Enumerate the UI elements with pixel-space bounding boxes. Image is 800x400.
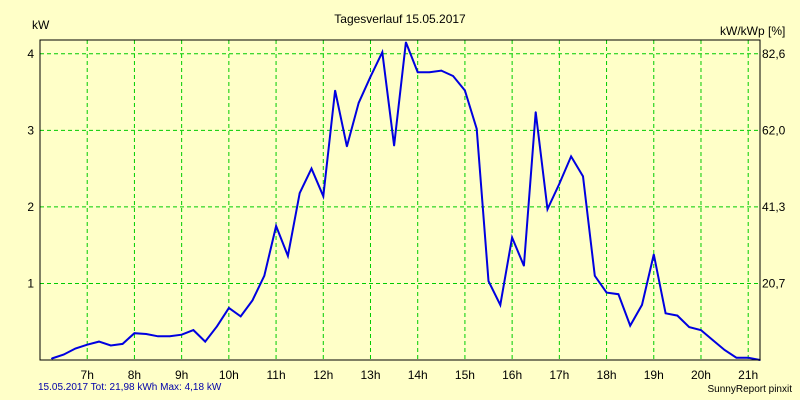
data-point <box>416 71 419 73</box>
x-tick-label: 21h <box>738 368 758 382</box>
data-point <box>51 357 53 360</box>
data-point <box>192 329 195 331</box>
y-tick-left-label: 2 <box>27 200 34 214</box>
x-tick-label: 14h <box>408 368 428 382</box>
x-tick-label: 7h <box>81 368 94 382</box>
data-point <box>534 111 537 113</box>
data-point <box>204 340 206 343</box>
brand-text: SunnyReport pinxit <box>707 384 793 395</box>
x-tick-label: 20h <box>691 368 711 382</box>
data-point <box>110 344 112 347</box>
plot-frame <box>39 39 761 361</box>
data-point <box>298 192 301 194</box>
x-tick-label: 12h <box>313 368 333 382</box>
y-tick-right-label: 82,6 <box>762 47 786 61</box>
data-point <box>98 340 100 343</box>
summary-text: 15.05.2017 Tot: 21,98 kWh Max: 4,18 kW <box>38 382 222 393</box>
x-tick-label: 10h <box>219 368 239 382</box>
data-point <box>74 347 77 350</box>
data-point <box>263 275 266 277</box>
data-point <box>287 255 289 257</box>
y-ticks-left: 1 2 3 4 <box>27 47 34 291</box>
x-tick-label: 17h <box>549 368 569 382</box>
data-point <box>641 304 643 306</box>
data-point <box>629 324 631 327</box>
y-tick-right-label: 41,3 <box>762 200 786 214</box>
x-ticks: 7h 8h 9h 10h 11h 12h 13h 14h 15h 16h 17h 18h 19h 20h 2… <box>81 368 759 382</box>
data-point <box>523 265 525 267</box>
data-point <box>475 128 478 130</box>
series-points <box>51 41 761 361</box>
data-point <box>440 69 443 72</box>
data-point <box>310 167 313 170</box>
data-point <box>121 343 124 345</box>
data-point <box>617 293 620 296</box>
data-point <box>334 89 336 92</box>
data-point <box>169 335 171 338</box>
data-point <box>86 343 88 346</box>
data-point <box>381 51 384 53</box>
x-tick-label: 18h <box>597 368 617 382</box>
x-tick-label: 16h <box>502 368 522 382</box>
chart-title: Tagesverlauf 15.05.2017 <box>334 12 466 26</box>
left-axis-unit: kW <box>32 18 50 32</box>
right-axis-unit: kW/kWp [%] <box>720 24 785 38</box>
data-point <box>676 314 679 317</box>
data-point <box>712 339 714 341</box>
data-point <box>700 329 702 331</box>
x-tick-label: 15h <box>455 368 475 382</box>
data-point <box>747 356 749 359</box>
data-point <box>216 325 218 328</box>
y-tick-left-label: 4 <box>27 47 34 61</box>
data-point <box>405 41 407 44</box>
data-point <box>239 315 242 318</box>
data-point <box>605 291 608 294</box>
y-tick-left-label: 3 <box>27 123 34 137</box>
x-tick-label: 8h <box>128 368 141 382</box>
data-point <box>570 155 572 158</box>
grid <box>40 40 760 360</box>
data-point <box>275 225 277 227</box>
data-point <box>653 253 655 256</box>
y-tick-left-label: 1 <box>27 276 34 290</box>
data-point <box>369 75 372 78</box>
data-point <box>357 102 360 104</box>
data-point <box>664 312 667 315</box>
data-point <box>688 326 690 328</box>
x-tick-label: 9h <box>175 368 188 382</box>
data-point <box>133 332 136 335</box>
data-point <box>180 333 183 336</box>
data-point <box>251 299 254 302</box>
data-point <box>487 280 490 282</box>
y-tick-right-label: 62,0 <box>762 123 786 137</box>
data-point <box>428 71 431 73</box>
data-point <box>735 356 738 359</box>
y-tick-right-label: 20,7 <box>762 276 786 290</box>
data-point <box>145 333 147 335</box>
x-tick-label: 11h <box>266 368 285 382</box>
x-tick-label: 13h <box>360 368 380 382</box>
data-point <box>511 236 513 239</box>
data-point <box>346 145 348 148</box>
data-point <box>558 183 561 185</box>
data-point <box>322 195 325 197</box>
data-point <box>393 144 395 147</box>
x-tick-label: 19h <box>644 368 664 382</box>
data-point <box>546 208 549 210</box>
data-point <box>582 175 584 178</box>
data-point <box>62 353 65 356</box>
data-point <box>464 89 466 92</box>
data-point <box>594 275 596 277</box>
data-point <box>452 75 454 77</box>
data-point <box>499 304 502 306</box>
data-point <box>723 349 726 351</box>
y-ticks-right: 20,7 41,3 62,0 82,6 <box>762 47 786 291</box>
data-point <box>228 307 230 309</box>
data-point <box>157 335 159 338</box>
